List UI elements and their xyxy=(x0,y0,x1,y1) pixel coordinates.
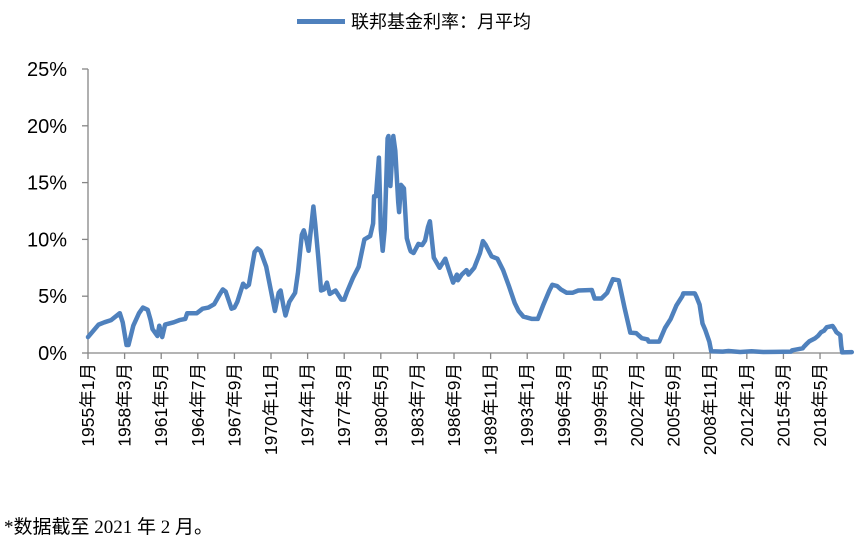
legend: 联邦基金利率：月平均 xyxy=(297,8,531,34)
footnote: *数据截至 2021 年 2 月。 xyxy=(4,517,214,538)
x-tick-label: 1989年11月 xyxy=(481,363,501,455)
legend-line-swatch xyxy=(297,18,345,24)
x-tick-label: 1993年1月 xyxy=(517,363,537,447)
x-tick-label: 2018年5月 xyxy=(810,363,830,447)
x-tick-label: 1996年3月 xyxy=(554,363,574,447)
x-tick-label: 1955年1月 xyxy=(78,363,98,447)
x-tick-label: 1970年11月 xyxy=(261,363,281,455)
x-tick-label: 1958年3月 xyxy=(115,363,135,447)
y-tick-label: 25% xyxy=(27,59,67,81)
y-tick-label: 0% xyxy=(38,343,67,365)
x-tick-label: 1977年3月 xyxy=(334,363,354,447)
x-tick-label: 1986年9月 xyxy=(444,363,464,447)
x-tick-label: 1980年5月 xyxy=(371,363,391,447)
x-tick-label: 2005年9月 xyxy=(664,363,684,447)
x-tick-label: 1983年7月 xyxy=(407,363,427,447)
x-tick-label: 1999年5月 xyxy=(590,363,610,447)
y-tick-label: 10% xyxy=(27,229,67,251)
x-tick-label: 2008年11月 xyxy=(700,363,720,455)
x-tick-label: 1961年5月 xyxy=(151,363,171,447)
legend-label: 联邦基金利率：月平均 xyxy=(351,12,531,33)
x-tick-label: 1967年9月 xyxy=(224,363,244,447)
series-line-fed-funds-rate xyxy=(85,133,855,355)
x-tick-label: 1964年7月 xyxy=(188,363,208,447)
x-tick-label: 2002年7月 xyxy=(627,363,647,447)
x-tick-label: 1974年1月 xyxy=(298,363,318,447)
x-tick-label: 2012年1月 xyxy=(737,363,757,447)
y-tick-label: 5% xyxy=(38,286,67,308)
y-tick-label: 15% xyxy=(27,173,67,195)
x-tick-label: 2015年3月 xyxy=(773,363,793,447)
y-tick-label: 20% xyxy=(27,116,67,138)
